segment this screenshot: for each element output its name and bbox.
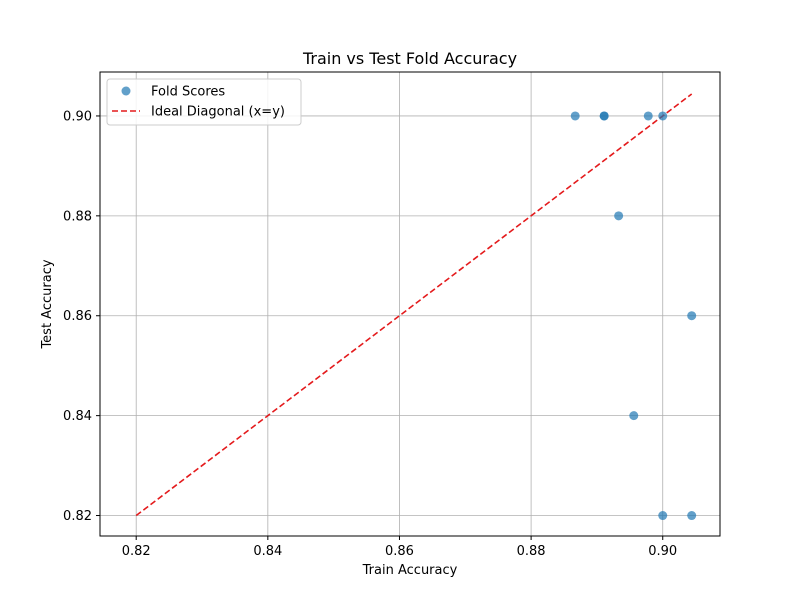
legend-marker-scatter: [121, 86, 131, 96]
y-tick-label: 0.82: [63, 509, 92, 524]
scatter-point: [687, 311, 697, 321]
y-tick-label: 0.86: [63, 309, 92, 324]
legend-box: [106, 78, 302, 126]
plot-frame: [99, 71, 721, 537]
x-tick-label: 0.88: [517, 544, 546, 559]
x-axis-label: Train Accuracy: [362, 563, 458, 578]
scatter-point: [614, 211, 624, 221]
legend: Fold Scores Ideal Diagonal (x=y): [106, 78, 302, 126]
scatter-point: [658, 511, 668, 521]
x-tick-label: 0.84: [253, 544, 282, 559]
y-axis-label: Test Accuracy: [40, 259, 55, 349]
series-layer: [135, 93, 697, 521]
grid-lines: [100, 72, 720, 536]
legend-label: Ideal Diagonal (x=y): [151, 105, 285, 120]
x-tick-label: 0.86: [385, 544, 414, 559]
scatter-point: [599, 111, 609, 121]
x-tick-label: 0.90: [648, 544, 677, 559]
legend-label: Fold Scores: [151, 85, 225, 100]
chart-title: Train vs Test Fold Accuracy: [302, 49, 517, 68]
axis-ticks: 0.82 0.84 0.86 0.88 0.90 0.82 0.84 0.86 0.88 0.90: [63, 109, 677, 559]
scatter-point: [658, 111, 668, 121]
y-tick-label: 0.90: [63, 109, 92, 124]
y-tick-label: 0.84: [63, 409, 92, 424]
diagonal-line: [135, 93, 693, 517]
scatter-point: [643, 111, 653, 121]
scatter-point: [570, 111, 580, 121]
scatter-point: [629, 411, 639, 421]
y-tick-label: 0.88: [63, 209, 92, 224]
scatter-point: [687, 511, 697, 521]
x-tick-label: 0.82: [122, 544, 151, 559]
